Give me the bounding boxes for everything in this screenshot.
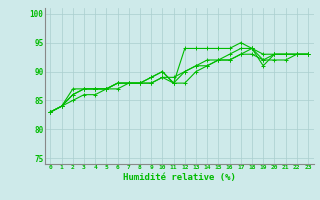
X-axis label: Humidité relative (%): Humidité relative (%)	[123, 173, 236, 182]
